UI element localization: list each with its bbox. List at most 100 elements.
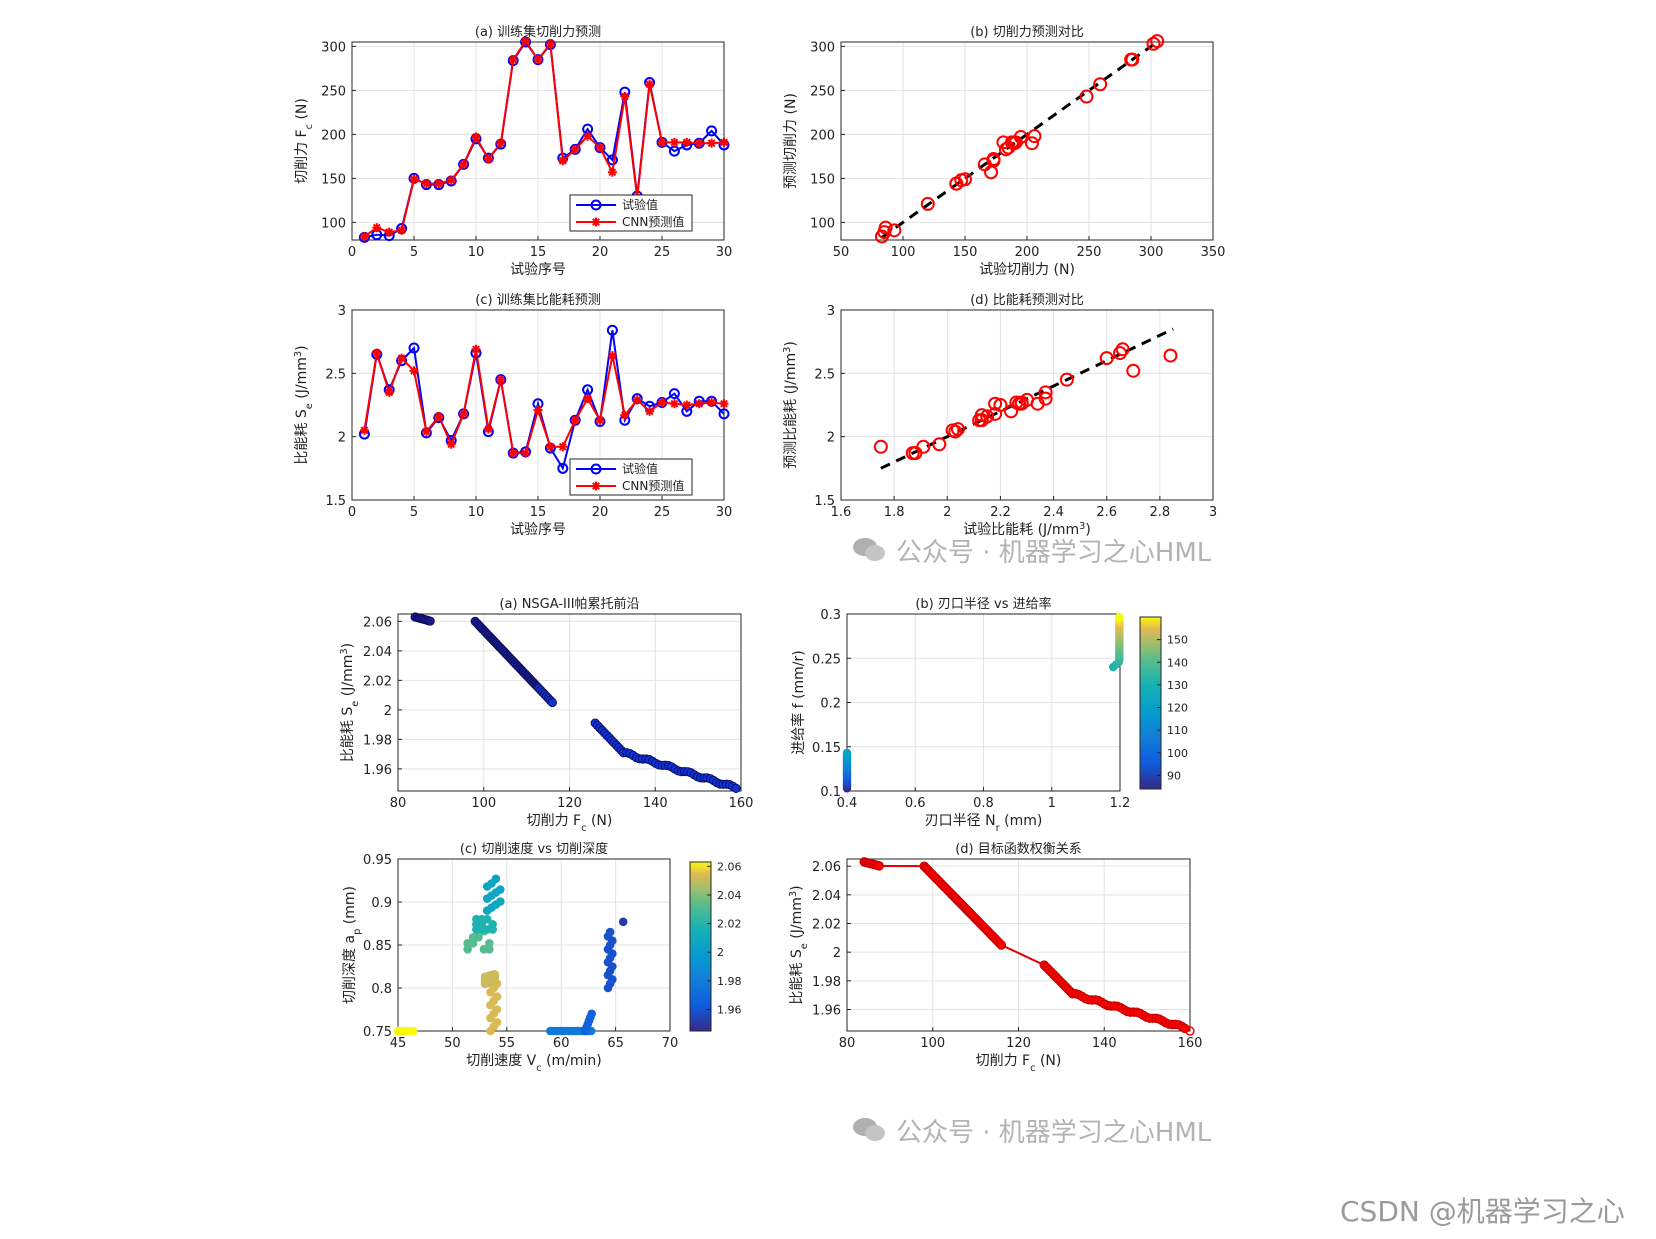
y-tick-label: 1.5 <box>814 494 835 509</box>
label-part: (J/mm <box>789 897 805 943</box>
data-point <box>483 154 493 164</box>
x-tick-label: 5 <box>410 505 418 520</box>
star-stroke <box>422 427 431 436</box>
data-point <box>570 415 580 425</box>
star-stroke <box>592 218 600 226</box>
x-tick-label: 50 <box>444 1036 461 1051</box>
data-point <box>471 132 481 142</box>
watermark-top: 公众号 · 机器学习之心HML <box>896 538 1212 568</box>
label-part: (J/mm <box>294 357 310 403</box>
y-tick-label: 0.25 <box>812 652 841 667</box>
y-tick-label: 1.96 <box>812 1004 841 1019</box>
data-point <box>477 925 487 934</box>
label-part: 比能耗 S <box>789 949 805 1004</box>
data-point <box>595 143 605 153</box>
x-tick-label: 120 <box>1006 1036 1031 1051</box>
y-axis-label: 比能耗 Se (J/mm3) <box>293 345 315 464</box>
star-stroke <box>720 138 728 147</box>
data-point <box>492 1018 502 1027</box>
x-tick-label: 1 <box>1048 796 1056 811</box>
b2-colorbar: 90 100 110 120 130 140 150 <box>1139 616 1188 790</box>
colorbar-tick-label: 130 <box>1167 679 1188 692</box>
label-part: 切削力 F <box>527 813 582 829</box>
data-point <box>459 159 469 169</box>
label-part: 比能耗 S <box>340 707 356 762</box>
star-stroke <box>496 139 505 148</box>
label-part: e <box>350 701 361 707</box>
label-part: p <box>352 929 363 935</box>
data-point <box>446 175 456 185</box>
star-stroke <box>521 37 530 46</box>
star-stroke <box>360 232 369 241</box>
x-tick-label: 120 <box>557 796 582 811</box>
data-point <box>706 125 718 137</box>
label-part: (m/min) <box>542 1053 602 1069</box>
data-point <box>669 137 679 147</box>
star-stroke <box>447 440 456 449</box>
data-point <box>632 395 642 405</box>
label-part: 3 <box>782 347 793 353</box>
y-tick-label: 3 <box>827 304 835 319</box>
colorbar-tick-label: 1.98 <box>717 975 742 988</box>
x-tick-label: 70 <box>662 1036 679 1051</box>
data-point <box>1115 342 1130 357</box>
data-point <box>948 424 963 439</box>
x-axis-label: 切削力 Fc (N) <box>527 813 613 834</box>
y-axis-label: 预测比能耗 (J/mm3) <box>782 341 800 469</box>
colorbar-tick-label: 2.06 <box>717 860 742 873</box>
x-tick-label: 20 <box>592 505 609 520</box>
data-point <box>409 366 419 376</box>
data-point <box>533 405 543 415</box>
x-axis-label: 切削力 Fc (N) <box>976 1053 1062 1074</box>
data-point <box>472 914 481 924</box>
x-tick-label: 5 <box>410 245 418 260</box>
star-stroke <box>571 145 580 154</box>
star-stroke <box>695 139 704 148</box>
x-tick-label: 1.6 <box>831 505 852 520</box>
data-point <box>618 917 628 927</box>
b2-axes: 0.4 0.6 0.8 1 1.2 0.1 0.15 0.2 0.25 0.3 (b) 刃口半径 v… <box>790 596 1130 834</box>
data-point <box>533 55 543 65</box>
data-point <box>490 969 500 979</box>
data-point <box>595 415 605 425</box>
x-tick-label: 2.6 <box>1096 505 1117 520</box>
label-part: ) <box>783 341 799 346</box>
legend-label: 试验值 <box>622 197 658 212</box>
label-part: 切削速度 V <box>466 1053 536 1069</box>
legend: 试验值 CNN预测值 <box>569 194 693 232</box>
data-point <box>996 940 1007 950</box>
x-tick-label: 0.6 <box>905 796 926 811</box>
data-point <box>1163 348 1178 363</box>
legend-box <box>569 458 693 496</box>
legend-label: 试验值 <box>622 461 658 476</box>
data-point <box>694 138 704 148</box>
data-point <box>707 397 717 407</box>
x-axis-label: 试验切削力 (N) <box>979 262 1075 278</box>
y-tick-label: 2.06 <box>363 615 392 630</box>
x-tick-label: 60 <box>553 1036 570 1051</box>
x-tick-label: 0 <box>348 245 356 260</box>
x-tick-label: 80 <box>390 796 407 811</box>
y-tick-label: 2.04 <box>812 889 841 904</box>
data-point <box>1038 391 1053 406</box>
x-tick-label: 50 <box>833 245 850 260</box>
label-part: 切削力 F <box>976 1053 1031 1069</box>
label-part: 3 <box>293 351 304 357</box>
label-part: ) <box>1085 522 1090 538</box>
x-tick-label: 3 <box>1209 505 1217 520</box>
y-tick-label: 0.8 <box>371 982 392 997</box>
y-tick-label: 0.85 <box>363 939 392 954</box>
star-stroke <box>645 407 654 416</box>
data-point <box>591 481 601 491</box>
y-tick-label: 2 <box>827 431 835 446</box>
data-point <box>491 874 501 884</box>
legend-box <box>569 194 693 232</box>
label-part: 刃口半径 N <box>925 813 996 829</box>
data-point <box>874 861 884 871</box>
y-tick-label: 250 <box>321 84 346 99</box>
data-point <box>620 92 630 102</box>
label-part: r <box>996 823 1001 834</box>
c2-colorbar: 1.96 1.98 2 2.02 2.04 2.06 <box>689 860 742 1032</box>
data-point <box>590 199 602 211</box>
